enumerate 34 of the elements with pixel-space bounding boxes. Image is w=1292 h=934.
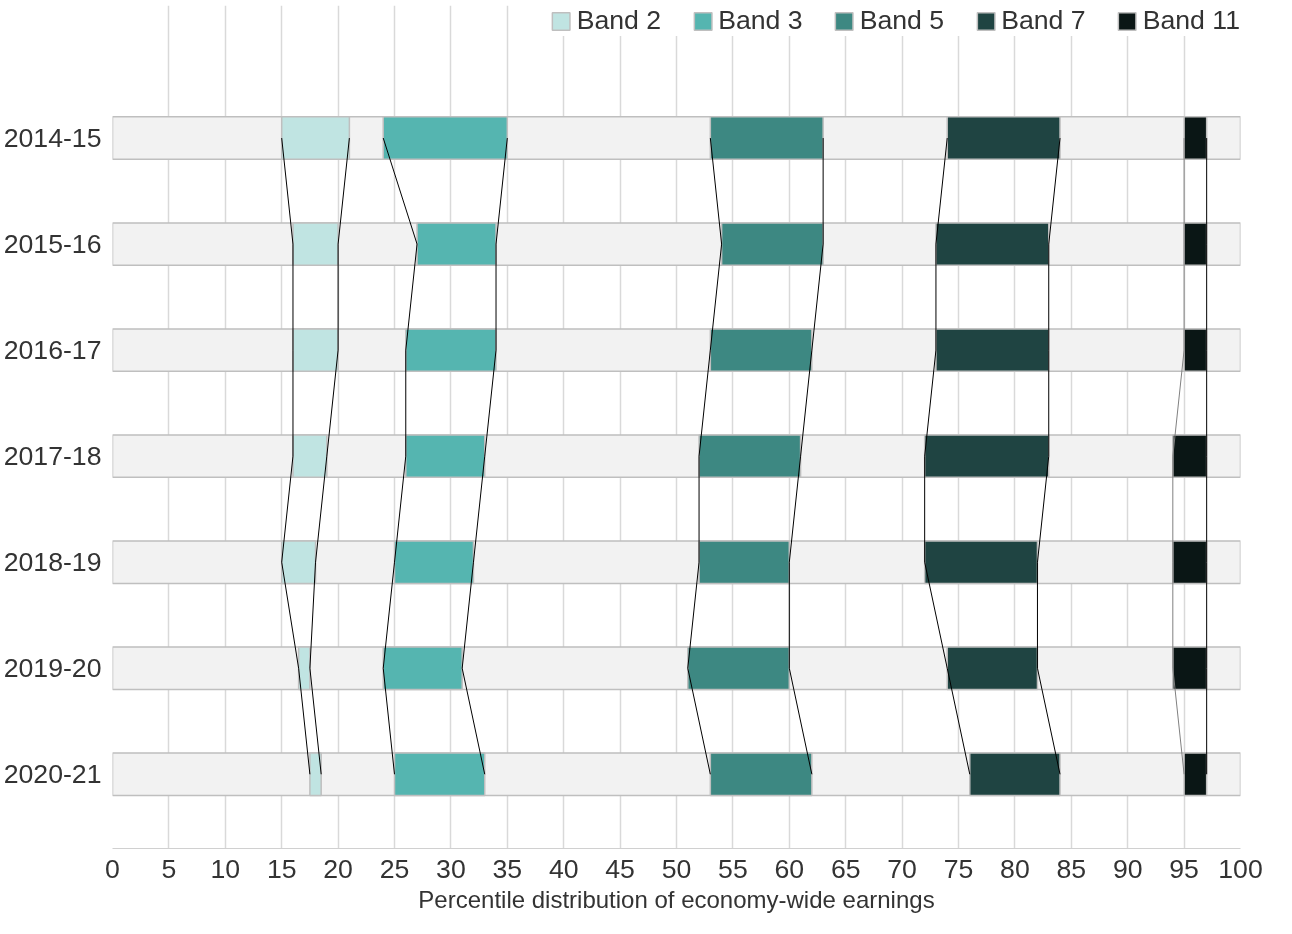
x-tick-label: 50 xyxy=(661,853,692,884)
legend-label: Band 2 xyxy=(576,5,662,36)
legend-label: Band 3 xyxy=(718,5,803,36)
x-tick-label: 75 xyxy=(943,853,974,884)
x-tick-label: 15 xyxy=(266,853,297,884)
x-tick-label: 55 xyxy=(718,853,748,884)
x-tick-label: 30 xyxy=(436,853,466,884)
x-tick-label: 90 xyxy=(1112,853,1143,884)
x-tick-label: 45 xyxy=(605,853,635,884)
y-tick-label: 2014-15 xyxy=(3,123,102,154)
x-tick-label: 25 xyxy=(379,853,410,884)
y-tick-label: 2018-19 xyxy=(3,547,102,578)
y-tick-label: 2015-16 xyxy=(3,229,102,260)
x-tick-label: 40 xyxy=(548,853,579,884)
x-axis-title: Percentile distribution of economy-wide earnings xyxy=(418,885,935,913)
x-tick-label: 10 xyxy=(210,853,241,884)
x-tick-label: 20 xyxy=(323,853,353,884)
y-tick-label: 2016-17 xyxy=(3,335,102,366)
legend-label: Band 11 xyxy=(1142,5,1240,36)
x-tick-label: 0 xyxy=(105,853,120,884)
x-tick-label: 95 xyxy=(1169,853,1199,884)
y-tick-label: 2020-21 xyxy=(3,759,102,790)
x-tick-label: 65 xyxy=(830,853,861,884)
x-tick-label: 80 xyxy=(1000,853,1030,884)
y-tick-label: 2019-20 xyxy=(3,653,102,684)
legend-label: Band 5 xyxy=(859,5,945,36)
y-tick-label: 2017-18 xyxy=(3,441,102,472)
x-tick-label: 60 xyxy=(774,853,805,884)
x-tick-label: 70 xyxy=(887,853,917,884)
x-tick-label: 100 xyxy=(1218,853,1263,884)
legend-label: Band 7 xyxy=(1001,5,1086,36)
x-tick-label: 35 xyxy=(492,853,523,884)
x-tick-label: 5 xyxy=(161,853,177,884)
x-tick-label: 85 xyxy=(1056,853,1087,884)
